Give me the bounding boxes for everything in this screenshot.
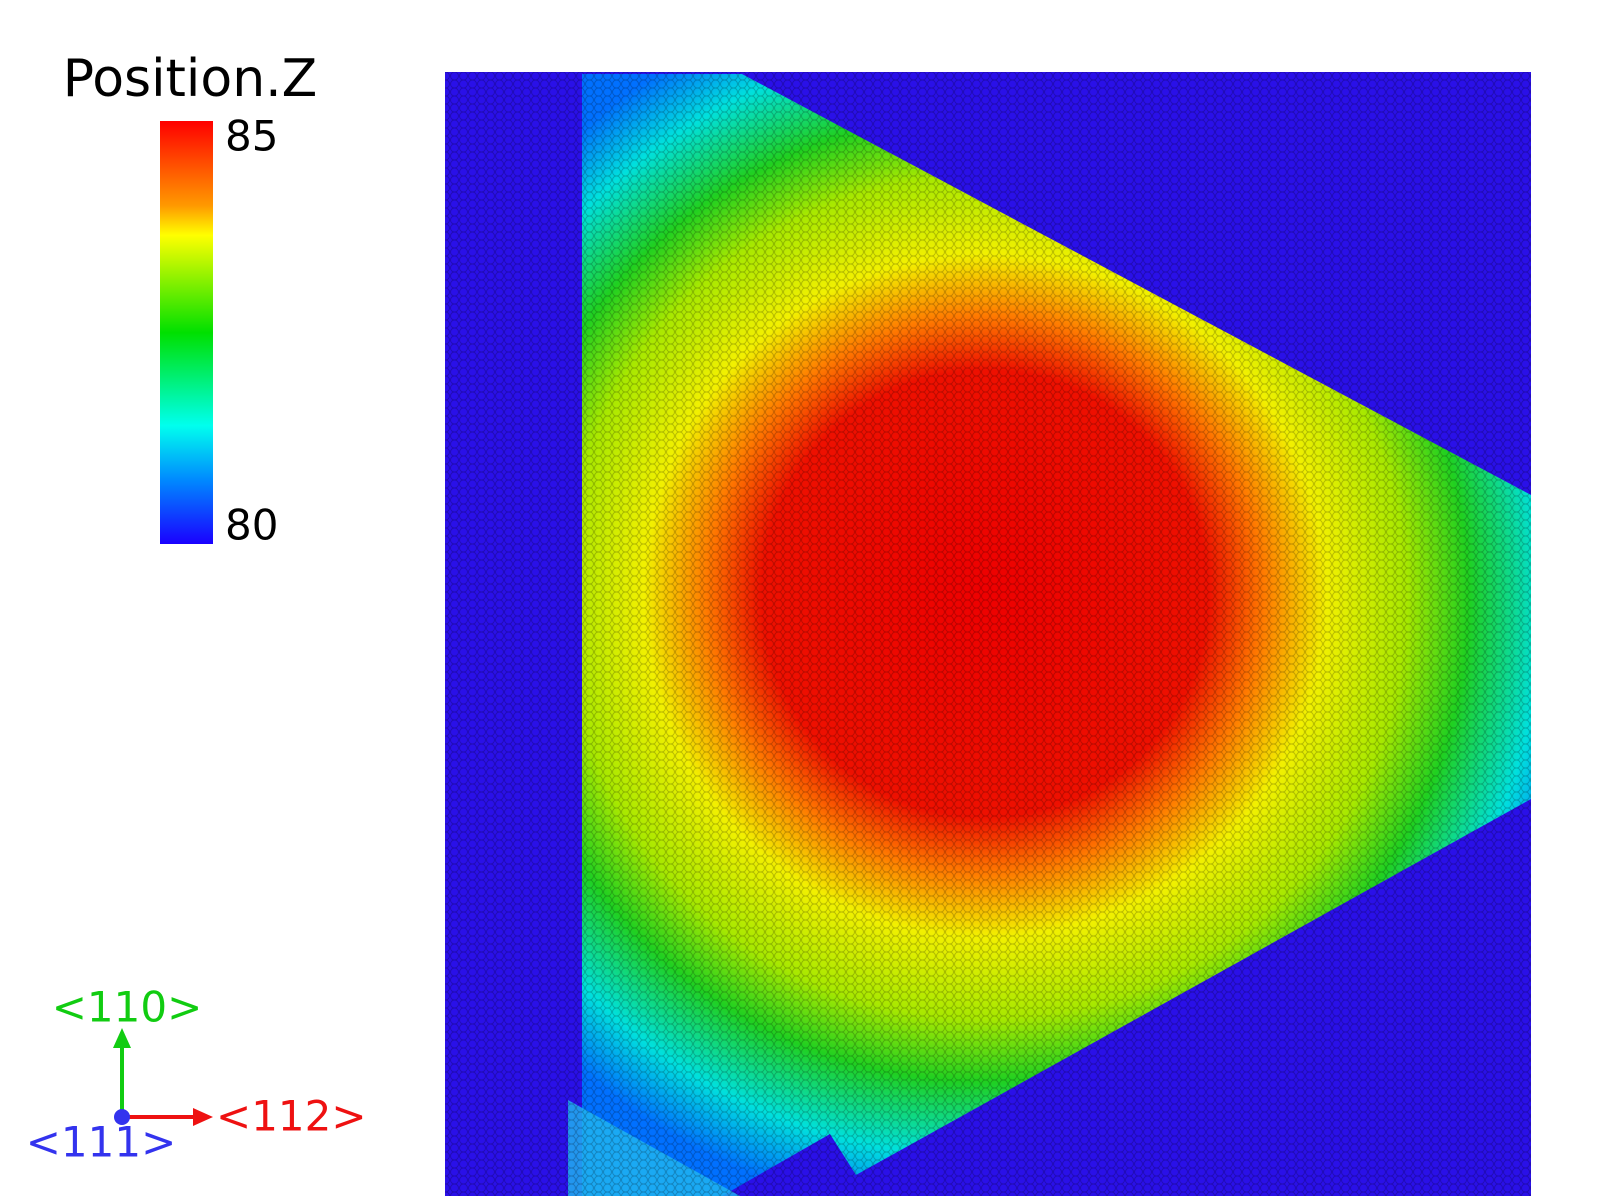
x-axis-label: <112>	[216, 1092, 367, 1141]
atom-texture	[445, 72, 1531, 1196]
color-legend: Position.Z 85 80	[63, 49, 318, 550]
atom-render	[445, 72, 1531, 1196]
axis-tripod: <110> <112> <111>	[26, 983, 367, 1167]
legend-max: 85	[225, 112, 278, 161]
y-axis-label: <110>	[52, 983, 203, 1032]
legend-title: Position.Z	[63, 49, 318, 109]
color-bar	[160, 121, 213, 544]
x-arrow-head	[193, 1108, 213, 1126]
z-axis-label: <111>	[26, 1118, 177, 1167]
y-arrow-head	[113, 1028, 131, 1048]
legend-min: 80	[225, 501, 278, 550]
z-axis-dot	[114, 1109, 130, 1125]
